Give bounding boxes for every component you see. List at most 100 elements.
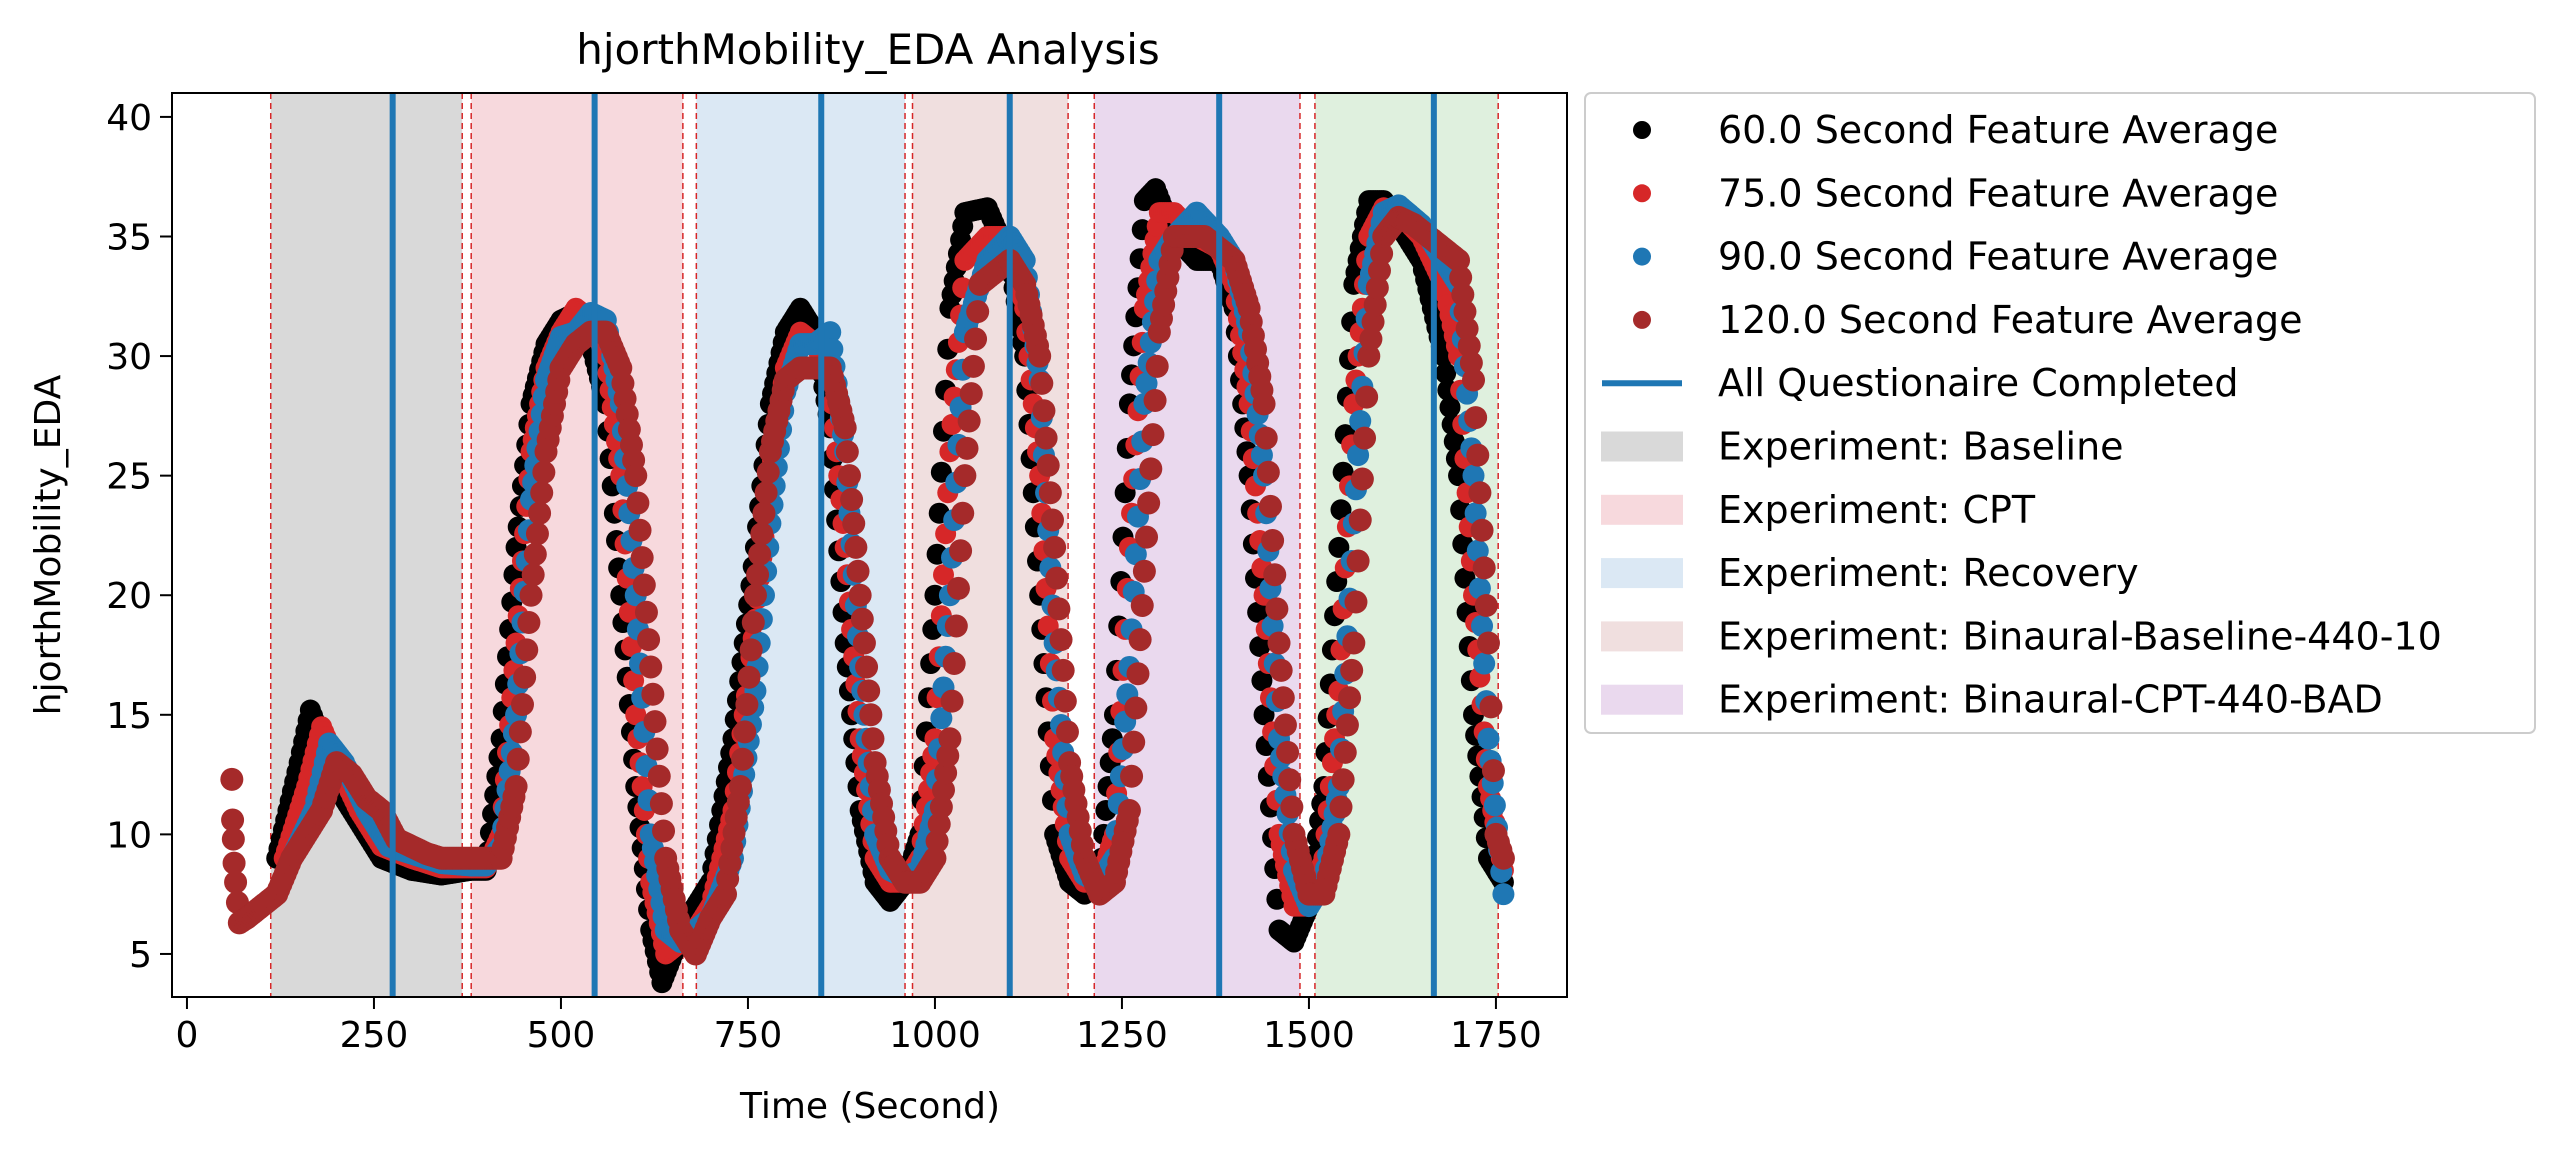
- data-point: [1045, 566, 1069, 590]
- data-point: [1331, 768, 1355, 792]
- data-point: [1030, 371, 1054, 395]
- data-point: [821, 338, 844, 361]
- data-point: [506, 747, 530, 771]
- data-point: [1124, 696, 1148, 720]
- data-point: [632, 573, 656, 597]
- questionnaire-layer: [389, 93, 1437, 997]
- data-point: [1492, 883, 1515, 906]
- data-point: [1135, 372, 1158, 395]
- legend-patch: [1601, 621, 1683, 652]
- data-point: [647, 764, 671, 788]
- data-point: [1473, 652, 1496, 675]
- data-point: [1117, 798, 1141, 822]
- data-point: [752, 501, 776, 525]
- data-point: [923, 846, 947, 870]
- legend-item-2: 90.0 Second Feature Average: [1633, 235, 2278, 279]
- data-point: [735, 693, 759, 717]
- data-point: [1271, 686, 1295, 710]
- legend-patch: [1601, 494, 1683, 525]
- data-point: [1361, 310, 1385, 334]
- data-point: [630, 546, 654, 570]
- data-point: [628, 518, 652, 542]
- data-point: [1053, 689, 1077, 713]
- data-point: [1028, 344, 1052, 368]
- data-point: [532, 460, 556, 484]
- legend-item-1: 75.0 Second Feature Average: [1633, 171, 2278, 215]
- data-point: [610, 584, 632, 606]
- data-point: [930, 707, 953, 730]
- data-point: [844, 535, 868, 559]
- data-point: [955, 436, 979, 460]
- data-point: [1346, 549, 1370, 573]
- legend-label: 120.0 Second Feature Average: [1718, 298, 2303, 342]
- data-point: [1350, 467, 1374, 491]
- x-tick-label: 0: [176, 1015, 199, 1056]
- y-tick-label: 15: [106, 696, 152, 737]
- legend-label: 60.0 Second Feature Average: [1718, 108, 2278, 152]
- y-tick-label: 40: [106, 98, 152, 139]
- data-point: [1459, 351, 1483, 375]
- data-point: [1036, 453, 1060, 477]
- data-point: [733, 720, 757, 744]
- data-point: [1347, 444, 1370, 467]
- data-point: [1349, 409, 1372, 432]
- legend-label: Experiment: Binaural-CPT-440-BAD: [1718, 678, 2383, 722]
- data-point: [1457, 334, 1481, 358]
- data-point: [641, 682, 665, 706]
- legend-patch: [1601, 684, 1683, 715]
- data-point: [1328, 536, 1350, 558]
- legend-label: 90.0 Second Feature Average: [1718, 235, 2278, 279]
- data-point: [1455, 317, 1479, 341]
- y-tick-label: 30: [106, 337, 152, 378]
- data-point: [966, 300, 990, 324]
- data-point: [1038, 481, 1062, 505]
- data-point: [1435, 362, 1457, 384]
- data-point: [840, 488, 864, 512]
- data-point: [1135, 525, 1159, 549]
- data-point: [739, 638, 763, 662]
- data-point: [224, 870, 248, 894]
- data-point: [1252, 392, 1276, 416]
- data-point: [1049, 628, 1073, 652]
- chart-title: hjorthMobility_EDA Analysis: [576, 25, 1160, 74]
- data-point: [859, 703, 883, 727]
- data-point: [1449, 265, 1473, 289]
- data-point: [1470, 518, 1494, 542]
- data-point: [1370, 242, 1394, 266]
- data-point: [1137, 491, 1161, 515]
- legend-box: [1584, 92, 2536, 734]
- data-point: [932, 564, 954, 586]
- data-point: [750, 522, 774, 546]
- data-point: [1120, 764, 1144, 788]
- data-point: [1340, 658, 1364, 682]
- legend: 60.0 Second Feature Average 75.0 Second F…: [1584, 92, 2536, 734]
- data-point: [835, 440, 859, 464]
- data-point: [1267, 631, 1291, 655]
- data-point: [850, 607, 874, 631]
- data-point: [1251, 670, 1273, 692]
- data-point: [517, 611, 541, 635]
- data-point: [637, 628, 661, 652]
- legend-item-4: All Questionaire Completed: [1602, 361, 2239, 405]
- data-point: [634, 600, 658, 624]
- data-point: [521, 563, 545, 587]
- data-point: [959, 382, 983, 406]
- data-point: [1258, 494, 1282, 518]
- data-point: [1462, 464, 1485, 487]
- data-point: [1249, 635, 1271, 657]
- data-point: [1472, 556, 1496, 580]
- data-point: [837, 464, 861, 488]
- data-point: [1273, 713, 1297, 737]
- data-point: [639, 655, 663, 679]
- x-tick-label: 1500: [1263, 1015, 1355, 1056]
- data-point: [940, 689, 964, 713]
- x-axis: 0 250 500 750 1000 1250 1500 1750: [176, 997, 1542, 1056]
- legend-patch: [1601, 558, 1683, 589]
- data-point: [961, 354, 985, 378]
- data-point: [625, 704, 647, 726]
- data-point: [1335, 713, 1359, 737]
- data-point: [942, 652, 966, 676]
- data-point: [525, 522, 549, 546]
- y-tick-label: 20: [106, 576, 152, 617]
- data-point: [1047, 597, 1071, 621]
